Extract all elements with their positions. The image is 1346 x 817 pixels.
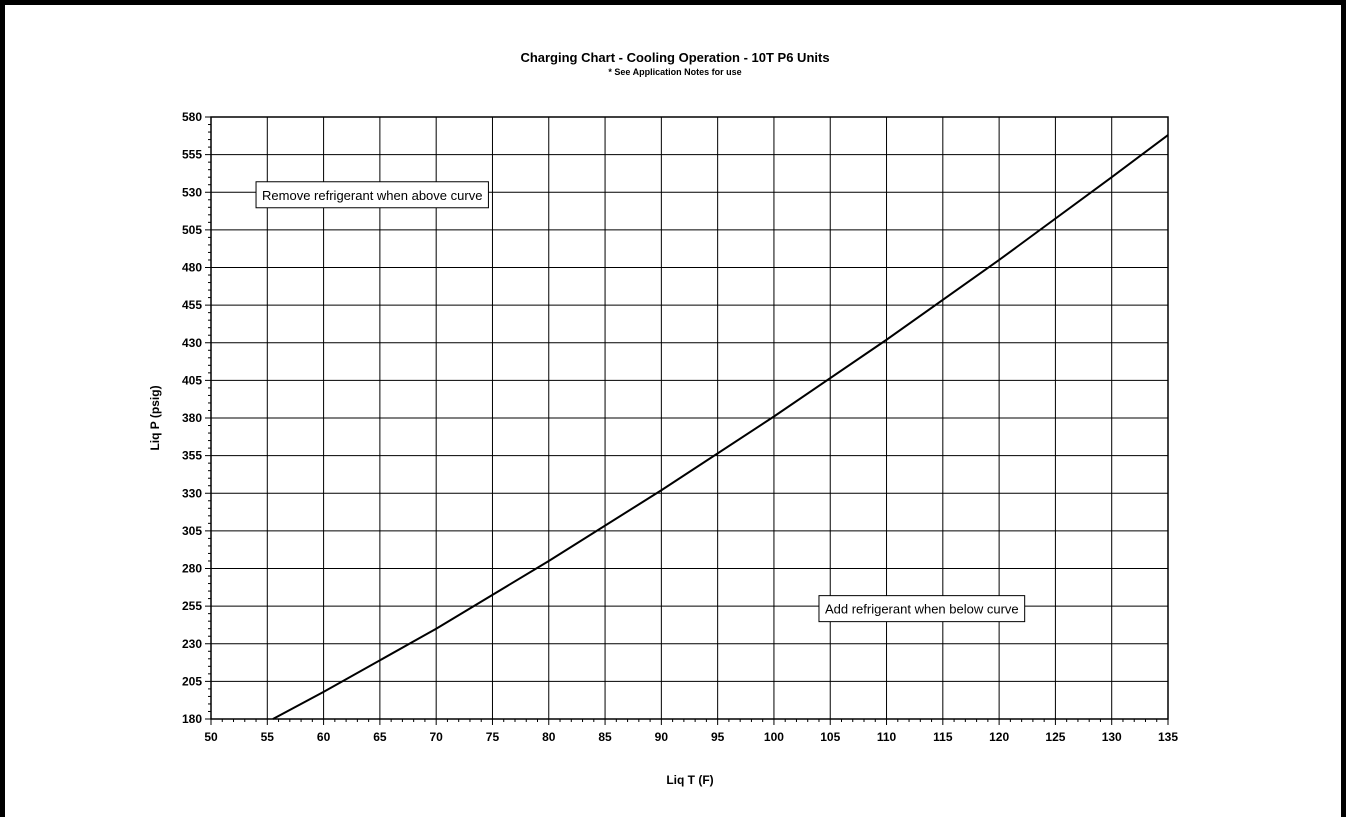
annotation-text: Add refrigerant when below curve	[825, 602, 1019, 617]
y-tick-label: 580	[182, 110, 202, 124]
y-tick-label: 380	[182, 411, 202, 425]
y-tick-label: 330	[182, 486, 202, 500]
y-tick-label: 555	[182, 148, 202, 162]
x-tick-label: 60	[317, 730, 331, 744]
annotation-text: Remove refrigerant when above curve	[262, 188, 482, 203]
plot-area-border	[210, 116, 1169, 720]
x-tick-label: 125	[1045, 730, 1065, 744]
y-tick-label: 405	[182, 373, 202, 387]
y-tick-label: 455	[182, 298, 202, 312]
y-tick-label: 280	[182, 562, 202, 576]
annotation: Remove refrigerant when above curve	[255, 181, 489, 209]
x-axis-label: Liq T (F)	[666, 773, 713, 787]
y-tick-label: 230	[182, 637, 202, 651]
x-tick-labels: 50 55 60 65 70 75 80 85 90 95 100 105 110 115 120 125 13…	[204, 730, 1178, 744]
x-tick-label: 105	[820, 730, 840, 744]
y-tick-label: 430	[182, 336, 202, 350]
series-line	[272, 134, 1169, 720]
x-tick-label: 120	[989, 730, 1009, 744]
x-tick-label: 100	[764, 730, 784, 744]
x-tick-label: 75	[486, 730, 500, 744]
y-tick-label: 180	[182, 712, 202, 726]
annotation-box	[818, 595, 1026, 623]
y-tick-label: 480	[182, 261, 202, 275]
y-tick-labels: 180 205 230 255 280 305 330 355 380 405 430 455 480 5…	[182, 110, 202, 726]
x-tick-label: 130	[1102, 730, 1122, 744]
chart-subtitle: * See Application Notes for use	[608, 67, 741, 77]
y-tick-label: 355	[182, 449, 202, 463]
annotation-box	[255, 181, 489, 209]
y-axis-label: Liq P (psig)	[148, 385, 162, 450]
chart-title: Charging Chart - Cooling Operation - 10T…	[520, 50, 829, 65]
y-tick-label: 530	[182, 185, 202, 199]
x-tick-label: 80	[542, 730, 556, 744]
annotation: Add refrigerant when below curve	[818, 595, 1026, 623]
x-tick-label: 95	[711, 730, 725, 744]
y-tick-label: 255	[182, 599, 202, 613]
x-tick-label: 65	[373, 730, 387, 744]
x-tick-label: 135	[1158, 730, 1178, 744]
x-tick-label: 85	[598, 730, 612, 744]
y-tick-label: 205	[182, 674, 202, 688]
y-tick-label: 505	[182, 223, 202, 237]
x-tick-label: 55	[261, 730, 275, 744]
y-tick-label: 305	[182, 524, 202, 538]
series-layer	[272, 134, 1169, 720]
x-tick-label: 50	[204, 730, 218, 744]
x-tick-label: 115	[933, 730, 953, 744]
annotations: Remove refrigerant when above curve Add r…	[255, 181, 1026, 623]
x-tick-label: 70	[429, 730, 443, 744]
x-tick-label: 110	[877, 730, 897, 744]
x-tick-label: 90	[655, 730, 669, 744]
